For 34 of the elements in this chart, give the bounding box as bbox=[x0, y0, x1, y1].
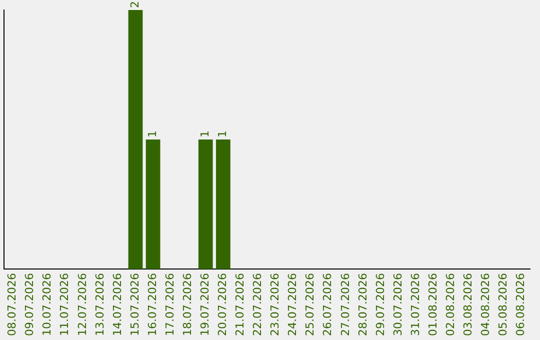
x-tick-label: 14.07.2026 bbox=[110, 273, 124, 336]
x-tick-label: 02.08.2026 bbox=[444, 273, 457, 336]
x-tick-label: 11.07.2026 bbox=[58, 273, 72, 336]
x-tick-label: 20.07.2026 bbox=[216, 273, 230, 336]
x-tick-label: 01.08.2026 bbox=[426, 273, 440, 336]
x-tick-label: 12.07.2026 bbox=[76, 273, 89, 336]
x-tick-label: 27.07.2026 bbox=[338, 273, 352, 336]
x-tick-label: 06.08.2026 bbox=[514, 273, 528, 336]
data-label: 1 bbox=[146, 130, 159, 138]
x-tick-label: 04.08.2026 bbox=[479, 273, 492, 336]
x-tick-label: 03.08.2026 bbox=[461, 273, 474, 336]
x-tick-label: 05.08.2026 bbox=[496, 273, 510, 336]
x-tick-label: 19.07.2026 bbox=[198, 273, 212, 336]
x-tick-label: 23.07.2026 bbox=[268, 273, 282, 336]
x-tick-label: 22.07.2026 bbox=[251, 273, 264, 336]
x-tick-label: 28.07.2026 bbox=[356, 273, 370, 336]
x-tick-label: 13.07.2026 bbox=[93, 273, 106, 336]
x-tick-label: 17.07.2026 bbox=[163, 273, 176, 336]
data-label: 1 bbox=[198, 130, 212, 138]
x-tick-label: 16.07.2026 bbox=[146, 273, 159, 336]
x-tick-label: 21.07.2026 bbox=[234, 273, 247, 336]
x-tick-label: 24.07.2026 bbox=[286, 273, 300, 336]
x-tick-label: 29.07.2026 bbox=[374, 273, 387, 336]
x-tick-label: 18.07.2026 bbox=[180, 273, 194, 336]
x-tick-label: 15.07.2026 bbox=[128, 273, 142, 336]
x-tick-label: 08.07.2026 bbox=[6, 273, 19, 336]
x-tick-label: 25.07.2026 bbox=[304, 273, 317, 336]
x-tick-label: 10.07.2026 bbox=[40, 273, 54, 336]
x-tick-label: 30.07.2026 bbox=[391, 273, 404, 336]
x-tick-label: 31.07.2026 bbox=[408, 273, 422, 336]
data-label: 1 bbox=[216, 130, 230, 138]
data-label: 2 bbox=[128, 1, 142, 8]
x-tick-label: 26.07.2026 bbox=[321, 273, 334, 336]
x-tick-label: 09.07.2026 bbox=[23, 273, 36, 336]
